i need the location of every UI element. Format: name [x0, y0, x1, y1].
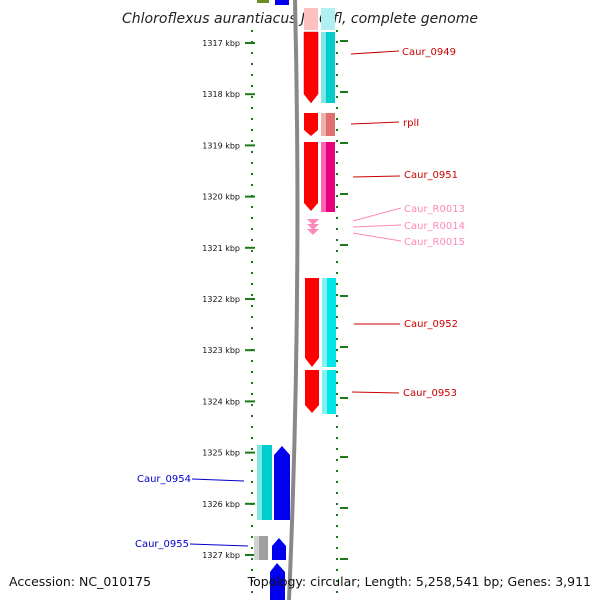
leader-caur-r0014 — [352, 224, 402, 228]
ruler-tick-label: 1322 kbp — [202, 295, 240, 304]
ruler-tick: 1324 kbp — [202, 397, 255, 406]
label-caur-0953[interactable]: Caur_0953 — [403, 388, 457, 399]
ruler-tick: 1321 kbp — [202, 244, 255, 253]
bottom-partial-blue-gene — [270, 563, 285, 600]
ruler-tick-label: 1323 kbp — [202, 346, 240, 355]
caur-0949-arrow[interactable] — [303, 31, 319, 104]
trna-genes[interactable] — [307, 219, 319, 235]
trna-r0015[interactable] — [307, 229, 319, 235]
gene-caur-0955[interactable] — [254, 536, 286, 560]
ruler-tick-label: 1325 kbp — [202, 449, 240, 458]
label-rpli[interactable]: rplI — [403, 118, 419, 129]
ruler-tick: 1326 kbp — [202, 500, 255, 509]
label-caur-r0013[interactable]: Caur_R0013 — [404, 204, 465, 215]
genome-backbone — [287, 0, 300, 600]
gene-rpli[interactable] — [304, 113, 335, 136]
genome-summary-text: Topology: circular; Length: 5,258,541 bp… — [247, 574, 591, 589]
leader-rpli — [350, 121, 400, 125]
gene-caur-0954[interactable] — [257, 445, 290, 520]
label-caur-0952[interactable]: Caur_0952 — [404, 319, 458, 330]
leader-caur-0949 — [350, 50, 400, 55]
trna-r0013[interactable] — [307, 219, 319, 225]
label-caur-r0014[interactable]: Caur_R0014 — [404, 221, 465, 232]
leader-caur-r0013 — [352, 207, 402, 222]
ruler-tick: 1318 kbp — [202, 90, 255, 99]
ruler-tick-label: 1319 kbp — [202, 141, 240, 150]
ruler-tick: 1327 kbp — [202, 551, 255, 560]
top-pink-gene — [304, 8, 318, 30]
rpli-arrow[interactable] — [304, 113, 318, 136]
ruler-tick-label: 1317 kbp — [202, 39, 240, 48]
top-blue-gene — [275, 0, 289, 5]
label-caur-r0015[interactable]: Caur_R0015 — [404, 237, 465, 248]
ruler-tick: 1317 kbp — [202, 39, 255, 48]
ruler-tick: 1320 kbp — [202, 193, 255, 202]
caur-0955-arrow[interactable] — [272, 538, 286, 560]
kbp-ruler: 1317 kbp 1318 kbp 1319 kbp 1320 kbp 1321 kbp… — [202, 39, 255, 560]
label-caur-0951[interactable]: Caur_0951 — [404, 170, 458, 181]
ruler-tick-label: 1326 kbp — [202, 500, 240, 509]
ruler-tick: 1323 kbp — [202, 346, 255, 355]
leader-caur-0953 — [351, 391, 400, 394]
top-partial-features — [257, 0, 335, 30]
leader-caur-0955 — [189, 543, 249, 547]
ruler-tick-label: 1320 kbp — [202, 193, 240, 202]
ruler-tick-label: 1318 kbp — [202, 90, 240, 99]
ruler-tick-label: 1327 kbp — [202, 551, 240, 560]
leader-caur-0954 — [191, 478, 245, 482]
caur-0951-arrow[interactable] — [304, 142, 318, 211]
label-caur-0949[interactable]: Caur_0949 — [402, 47, 456, 58]
ruler-tick-label: 1321 kbp — [202, 244, 240, 253]
accession-text: Accession: NC_010175 — [9, 574, 151, 589]
caur-0954-arrow[interactable] — [274, 446, 290, 520]
label-caur-0955[interactable]: Caur_0955 — [135, 539, 189, 550]
gene-labels: Caur_0949 rplI Caur_0951 Caur_R0013 Caur… — [135, 47, 465, 550]
caur-0953-arrow[interactable] — [305, 370, 319, 413]
caur-0952-arrow[interactable] — [305, 278, 319, 367]
gene-caur-0953[interactable] — [305, 370, 336, 414]
track-dotted-lines — [251, 30, 338, 600]
leader-caur-0951 — [352, 175, 401, 178]
leader-caur-r0015 — [352, 232, 402, 242]
gene-caur-0952[interactable] — [305, 278, 336, 367]
gene-caur-0951[interactable] — [304, 142, 335, 212]
label-caur-0954[interactable]: Caur_0954 — [137, 474, 191, 485]
top-cyan-gene — [321, 8, 335, 30]
gene-caur-0949[interactable] — [303, 31, 335, 104]
trna-r0014[interactable] — [307, 224, 319, 230]
ruler-tick: 1319 kbp — [202, 141, 255, 150]
ruler-tick-label: 1324 kbp — [202, 397, 240, 406]
ruler-tick: 1325 kbp — [202, 449, 255, 458]
map-title: Chloroflexus aurantiacus J-10-fl, comple… — [122, 11, 478, 27]
top-green-gene — [257, 0, 269, 3]
right-track-ticks — [340, 40, 348, 560]
ruler-tick: 1322 kbp — [202, 295, 255, 304]
